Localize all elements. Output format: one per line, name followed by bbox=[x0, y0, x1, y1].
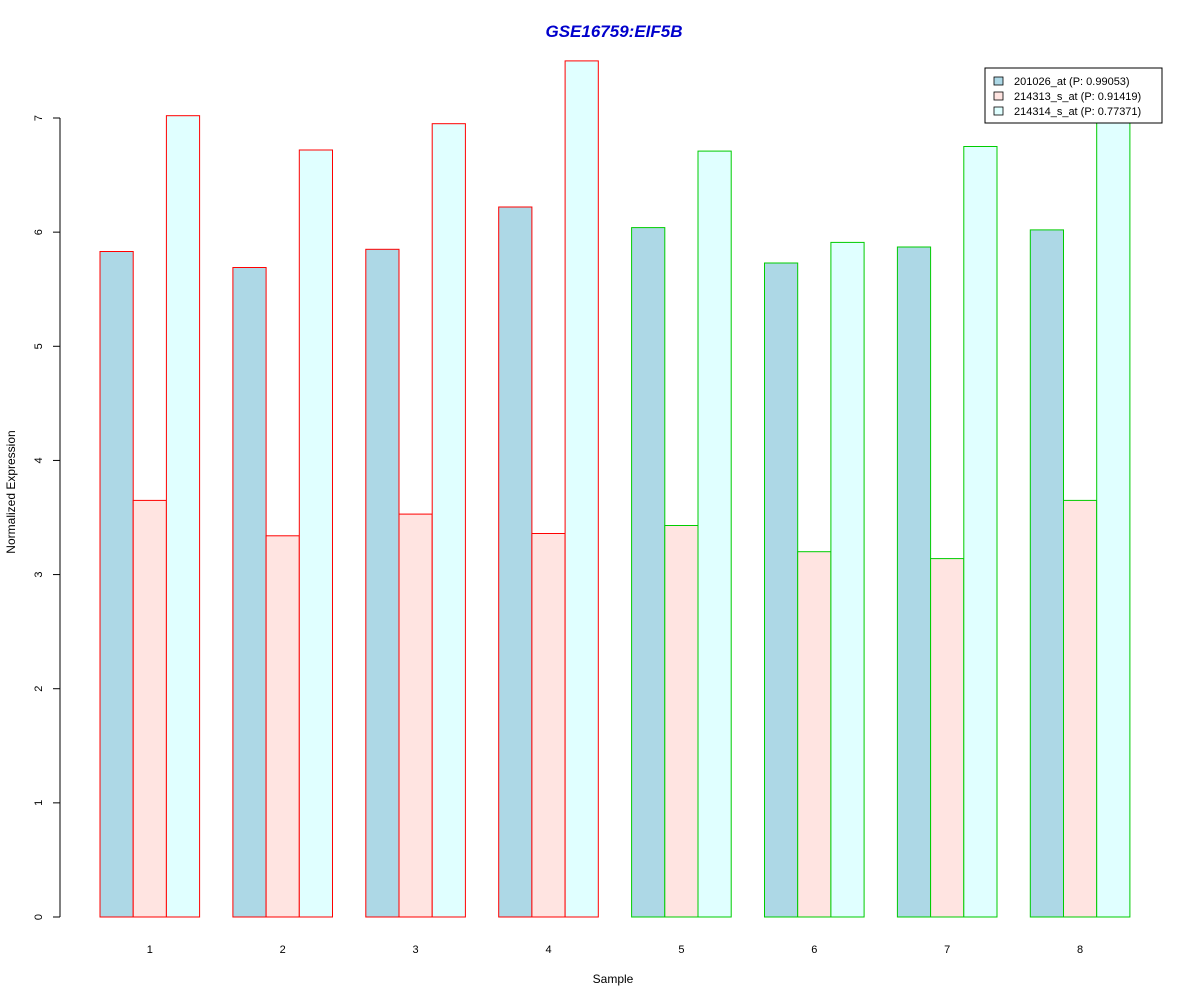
bar-sample-7-series-3 bbox=[963, 146, 998, 918]
x-axis-title: Sample bbox=[593, 972, 634, 986]
bar-sample-3-series-1 bbox=[365, 248, 400, 918]
x-tick-label: 3 bbox=[413, 944, 419, 956]
bar-sample-1-series-1 bbox=[99, 251, 134, 918]
bar-sample-1-series-3 bbox=[165, 115, 201, 918]
bar-sample-6-series-1 bbox=[764, 262, 799, 918]
chart-title: GSE16759:EIF5B bbox=[545, 22, 682, 41]
bar-sample-5-series-1 bbox=[631, 227, 666, 918]
bar-sample-6-series-3 bbox=[830, 241, 865, 918]
y-tick-label: 0 bbox=[33, 914, 45, 920]
legend-label: 201026_at (P: 0.99053) bbox=[1014, 76, 1130, 88]
legend-box bbox=[984, 67, 1163, 124]
bar-sample-7-series-1 bbox=[896, 246, 932, 918]
y-tick-label: 2 bbox=[33, 686, 45, 692]
bar-sample-4-series-3 bbox=[564, 60, 599, 918]
y-axis-title: Normalized Expression bbox=[4, 430, 18, 553]
bar-sample-2-series-1 bbox=[232, 267, 267, 918]
legend-swatch bbox=[993, 76, 1004, 86]
bar-sample-8-series-3 bbox=[1096, 111, 1131, 918]
y-tick-label: 7 bbox=[33, 115, 45, 121]
bar-sample-2-series-2 bbox=[265, 535, 300, 918]
bar-sample-6-series-2 bbox=[797, 551, 832, 918]
bars-layer bbox=[99, 60, 1131, 918]
x-tick-label: 1 bbox=[147, 944, 153, 956]
legend-label: 214313_s_at (P: 0.91419) bbox=[1014, 91, 1141, 103]
x-tick-label: 4 bbox=[545, 944, 551, 956]
legend-label: 214314_s_at (P: 0.77371) bbox=[1014, 106, 1141, 118]
x-tick-label: 6 bbox=[811, 944, 817, 956]
y-tick-label: 4 bbox=[33, 457, 45, 463]
bar-sample-8-series-1 bbox=[1029, 229, 1065, 918]
bar-sample-2-series-3 bbox=[298, 149, 333, 918]
x-tick-label: 8 bbox=[1077, 944, 1083, 956]
bar-sample-1-series-2 bbox=[132, 499, 167, 918]
y-tick-label: 3 bbox=[33, 572, 45, 578]
bar-sample-7-series-2 bbox=[930, 558, 965, 918]
legend-swatch bbox=[993, 91, 1004, 101]
x-axis-labels: 1 2 3 4 5 6 7 8 bbox=[147, 944, 1083, 956]
legend-swatch bbox=[993, 106, 1004, 116]
bar-sample-3-series-3 bbox=[431, 123, 466, 918]
bar-sample-5-series-3 bbox=[697, 150, 732, 918]
x-tick-label: 7 bbox=[944, 944, 950, 956]
bar-sample-3-series-2 bbox=[398, 513, 433, 918]
legend: 201026_at (P: 0.99053) 214313_s_at (P: 0.… bbox=[984, 67, 1163, 124]
legend-items: 201026_at (P: 0.99053) 214313_s_at (P: 0.… bbox=[993, 76, 1141, 118]
y-tick-label: 1 bbox=[33, 800, 45, 806]
x-tick-label: 5 bbox=[678, 944, 684, 956]
bar-sample-4-series-1 bbox=[498, 206, 533, 918]
bar-sample-5-series-2 bbox=[664, 525, 699, 918]
y-tick-label: 6 bbox=[33, 229, 45, 235]
bar-sample-4-series-2 bbox=[531, 533, 566, 918]
y-tick-label: 5 bbox=[33, 343, 45, 349]
y-axis: 0 1 2 3 4 5 6 7 bbox=[33, 115, 61, 920]
bar-sample-8-series-2 bbox=[1063, 499, 1098, 918]
x-tick-label: 2 bbox=[280, 944, 286, 956]
